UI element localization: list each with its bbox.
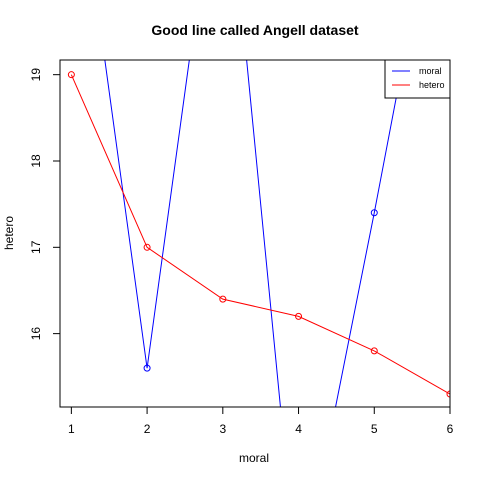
data-point-moral <box>370 209 378 217</box>
x-tick-label: 3 <box>219 422 226 436</box>
x-tick-label: 4 <box>295 422 302 436</box>
x-tick-label: 6 <box>447 422 454 436</box>
plot-frame <box>59 59 451 408</box>
legend-box <box>384 59 451 99</box>
data-point-hetero <box>67 71 75 79</box>
data-point-hetero <box>446 390 450 398</box>
legend-label-hetero: hetero <box>419 80 445 90</box>
x-tick-label: 2 <box>144 422 151 436</box>
x-axis-label: moral <box>239 451 269 465</box>
x-tick-label: 5 <box>371 422 378 436</box>
x-axis: 1 2 3 4 5 6 <box>68 406 454 436</box>
y-tick-label: 17 <box>29 240 43 254</box>
y-axis-label: hetero <box>2 216 16 250</box>
data-point-hetero <box>370 347 378 355</box>
series-line-moral <box>104 60 404 407</box>
series-line-hetero <box>70 74 450 395</box>
data-point-hetero <box>295 312 303 320</box>
y-tick-label: 19 <box>29 68 43 82</box>
y-tick-label: 16 <box>29 327 43 341</box>
data-point-hetero <box>143 243 151 251</box>
y-tick-label: 18 <box>29 154 43 168</box>
x-tick-label: 1 <box>68 422 75 436</box>
legend: moral hetero <box>384 59 451 99</box>
series-layer <box>67 60 450 407</box>
chart-title: Good line called Angell dataset <box>151 22 359 38</box>
data-point-hetero <box>219 295 227 303</box>
data-point-moral <box>143 364 151 372</box>
legend-label-moral: moral <box>419 66 442 76</box>
y-axis: 16 17 18 19 <box>29 68 61 341</box>
